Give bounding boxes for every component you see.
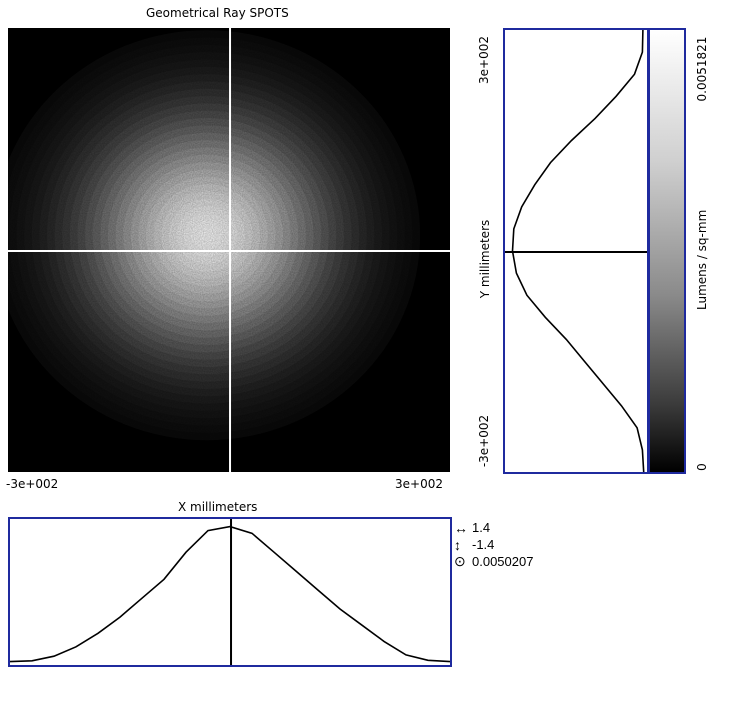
x-max-label: 3e+002 xyxy=(395,477,443,491)
y-profile-line xyxy=(511,30,645,472)
heatmap-svg xyxy=(8,28,450,472)
y-profile-plot xyxy=(505,30,647,472)
y-profile-panel[interactable] xyxy=(503,28,649,474)
colorbar-title: Lumens / sq-mm xyxy=(695,209,709,310)
readout-x-value: 1.4 xyxy=(472,520,491,535)
x-profile-panel[interactable] xyxy=(8,517,452,667)
readout-y-value: -1.4 xyxy=(472,537,495,552)
x-profile-plot xyxy=(10,519,450,665)
cursor-readout: ↔ 1.4 ↕ -1.4 ⊙ 0.0050207 xyxy=(454,519,533,570)
x-axis-label: X millimeters xyxy=(178,500,258,514)
texture-overlay xyxy=(8,28,450,472)
y-max-label: 3e+002 xyxy=(477,36,491,84)
readout-center-value: 0.0050207 xyxy=(472,554,534,569)
horizontal-arrow-icon: ↔ xyxy=(454,519,468,536)
chart-title: Geometrical Ray SPOTS xyxy=(146,6,289,20)
colorbar-min-label: 0 xyxy=(695,463,709,471)
spot-heatmap[interactable] xyxy=(8,28,450,472)
x-profile-line xyxy=(10,525,450,663)
x-min-label: -3e+002 xyxy=(6,477,59,491)
target-icon: ⊙ xyxy=(454,553,466,569)
colorbar-max-label: 0.0051821 xyxy=(695,36,709,102)
y-axis-label: Y millimeters xyxy=(478,219,492,299)
colorbar xyxy=(648,28,686,474)
vertical-arrow-icon: ↕ xyxy=(454,536,461,553)
y-min-label: -3e+002 xyxy=(477,414,491,468)
